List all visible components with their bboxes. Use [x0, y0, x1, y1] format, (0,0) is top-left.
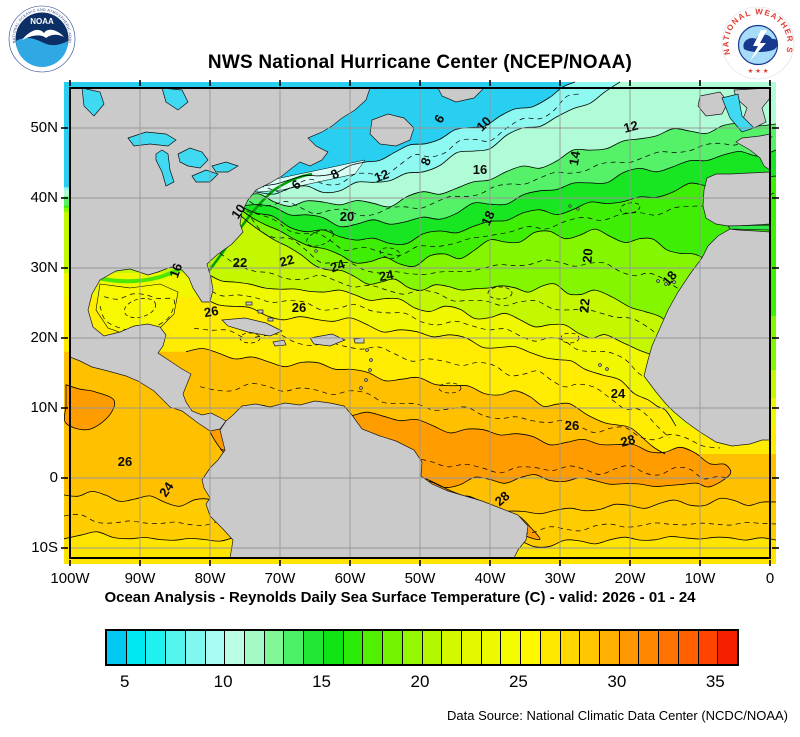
map-caption: Ocean Analysis - Reynolds Daily Sea Surf… — [104, 589, 696, 606]
contour-label: 18 — [478, 208, 498, 227]
colorbar-cell — [501, 631, 522, 664]
colorbar-cell — [343, 631, 364, 664]
lon-axis-label: 0 — [765, 570, 775, 587]
colorbar-cell — [185, 631, 206, 664]
colorbar-cell — [599, 631, 620, 664]
contour-label: 12 — [372, 166, 391, 185]
page-title: NWS National Hurricane Center (NCEP/NOAA… — [207, 52, 633, 73]
colorbar-cell — [461, 631, 482, 664]
colorbar-cell — [304, 631, 324, 664]
noaa-center-text: NOAA — [30, 17, 54, 26]
colorbar-cell — [481, 631, 502, 664]
colorbar-cell — [284, 631, 305, 664]
colorbar-tick-label: 10 — [213, 672, 233, 691]
lon-axis-label: 30W — [544, 570, 576, 587]
temperature-colorbar — [105, 629, 739, 666]
colorbar-cell — [718, 631, 737, 664]
contour-label: 16 — [473, 162, 487, 177]
nws-stars: ★ ★ ★ — [747, 68, 768, 75]
contour-label: 26 — [203, 303, 220, 320]
contour-label: 10 — [228, 201, 249, 221]
colorbar-cell — [245, 631, 265, 664]
map-area: 6 8 12 10 6 10 8 12 14 16 18 20 20 18 16 22 22 24 24 22 26 26… — [30, 80, 779, 587]
contour-label: 22 — [278, 252, 296, 270]
contour-label: 24 — [611, 386, 626, 401]
colorbar-cell — [422, 631, 443, 664]
colorbar-cell — [383, 631, 403, 664]
lon-axis-label: 90W — [124, 570, 156, 587]
colorbar-tick-label: 25 — [508, 672, 528, 691]
lat-axis-label: 10N — [30, 399, 58, 416]
contour-label: 22 — [576, 298, 592, 314]
contour-label: 20 — [579, 248, 595, 264]
lon-axis-label: 100W — [50, 570, 90, 587]
axis-ticks — [61, 80, 779, 566]
colorbar-tick-label: 5 — [119, 672, 130, 691]
colorbar-cell — [619, 631, 640, 664]
lat-axis-label: 40N — [30, 189, 58, 206]
colorbar-cell — [698, 631, 719, 664]
lon-axis-label: 80W — [194, 570, 226, 587]
colorbar-cell — [521, 631, 541, 664]
lon-axis-label: 10W — [684, 570, 716, 587]
contour-label: 26 — [118, 454, 132, 469]
colorbar-cell — [264, 631, 285, 664]
colorbar-cell — [205, 631, 226, 664]
contour-label: 24 — [378, 267, 396, 284]
map-frame — [69, 87, 771, 559]
colorbar-cell — [442, 631, 462, 664]
contour-label: 22 — [233, 255, 247, 270]
colorbar-cell — [166, 631, 186, 664]
nws-lightning-icon — [750, 30, 767, 61]
colorbar-tick-label: 20 — [410, 672, 430, 691]
contour-label: 20 — [340, 209, 354, 224]
lat-axis-label: 50N — [30, 119, 58, 136]
colorbar-cell — [402, 631, 423, 664]
colorbar-cell — [323, 631, 344, 664]
colorbar-tick-label: 15 — [312, 672, 332, 691]
contour-label: 8 — [417, 155, 434, 167]
nws-logo: NATIONAL WEATHER SERVICE ★ ★ ★ — [720, 5, 795, 80]
datasource-text: Data Source: National Climatic Data Cent… — [447, 708, 788, 723]
lat-axis-label: 30N — [30, 259, 58, 276]
contour-label: 14 — [566, 149, 583, 167]
colorbar-cell — [659, 631, 679, 664]
colorbar-tick-label: 30 — [607, 672, 627, 691]
colorbar-cell — [639, 631, 660, 664]
colorbar-cell — [107, 631, 127, 664]
land-masses — [69, 87, 771, 559]
colorbar-cell — [363, 631, 384, 664]
contour-label: 26 — [565, 418, 579, 433]
lat-axis-label: 0 — [49, 469, 58, 486]
lat-axis-label: 20N — [30, 329, 58, 346]
contour-label: 24 — [328, 256, 347, 275]
contour-label: 16 — [166, 261, 185, 280]
colorbar-cell — [146, 631, 167, 664]
lon-axis-label: 50W — [404, 570, 436, 587]
contour-label: 26 — [292, 300, 306, 315]
lon-axis-label: 70W — [264, 570, 296, 587]
contour-label: 28 — [619, 432, 637, 450]
lat-axis-label: 10S — [31, 539, 58, 556]
colorbar-cell — [678, 631, 699, 664]
colorbar-tick-label: 35 — [705, 672, 725, 691]
noaa-gull-icon — [22, 29, 64, 40]
colorbar-cell — [560, 631, 581, 664]
noaa-logo: NATIONAL OCEANIC AND ATMOSPHERIC ADMINIS… — [8, 5, 76, 73]
colorbar-cell — [126, 631, 147, 664]
lon-axis-label: 20W — [614, 570, 646, 587]
lon-axis-label: 40W — [474, 570, 506, 587]
contour-label: 12 — [622, 118, 640, 136]
colorbar-cell — [225, 631, 246, 664]
colorbar-cell — [540, 631, 561, 664]
lon-axis-label: 60W — [334, 570, 366, 587]
colorbar-cell — [580, 631, 600, 664]
